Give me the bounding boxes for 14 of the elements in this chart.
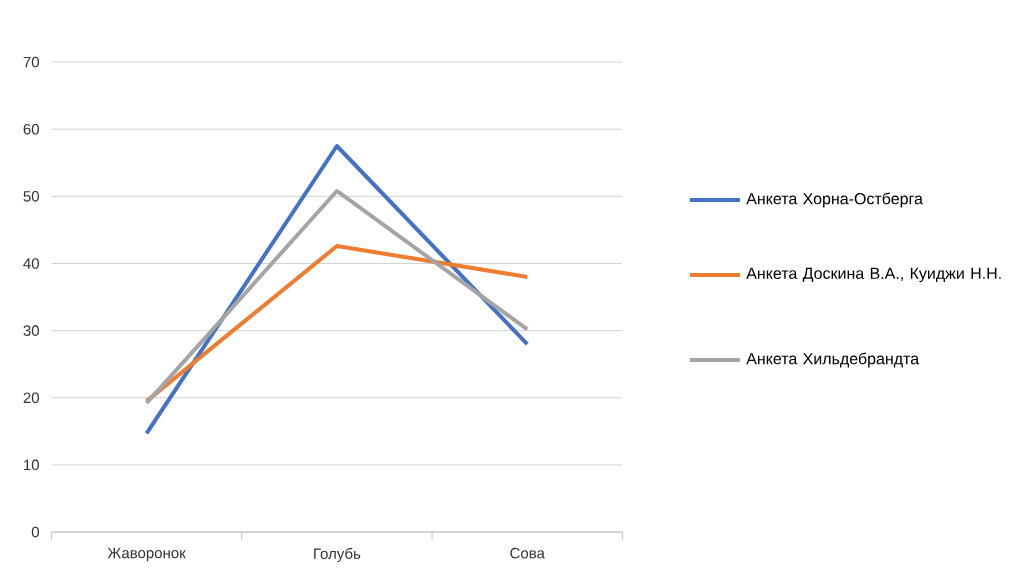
x-tick-label: Сова bbox=[510, 547, 545, 559]
legend-label: Анкета Доскина В.А., Куиджи Н.Н. bbox=[746, 267, 1001, 283]
y-tick-label: 10 bbox=[24, 459, 39, 471]
y-tick-label: 60 bbox=[23, 123, 39, 135]
y-tick-label: 30 bbox=[23, 325, 39, 336]
y-tick-label: 0 bbox=[31, 526, 39, 538]
y-tick-label: 50 bbox=[23, 191, 39, 202]
y-tick-label: 70 bbox=[23, 56, 39, 68]
legend-label: Анкета Хильдебрандта bbox=[746, 352, 920, 368]
legend-label: Анкета Хорна-Остберга bbox=[746, 192, 923, 208]
x-tick-label: Жаворонок bbox=[107, 547, 186, 562]
y-tick-label: 40 bbox=[23, 258, 39, 269]
x-tick-label: Голубь bbox=[314, 547, 361, 562]
y-tick-label: 20 bbox=[23, 392, 39, 404]
